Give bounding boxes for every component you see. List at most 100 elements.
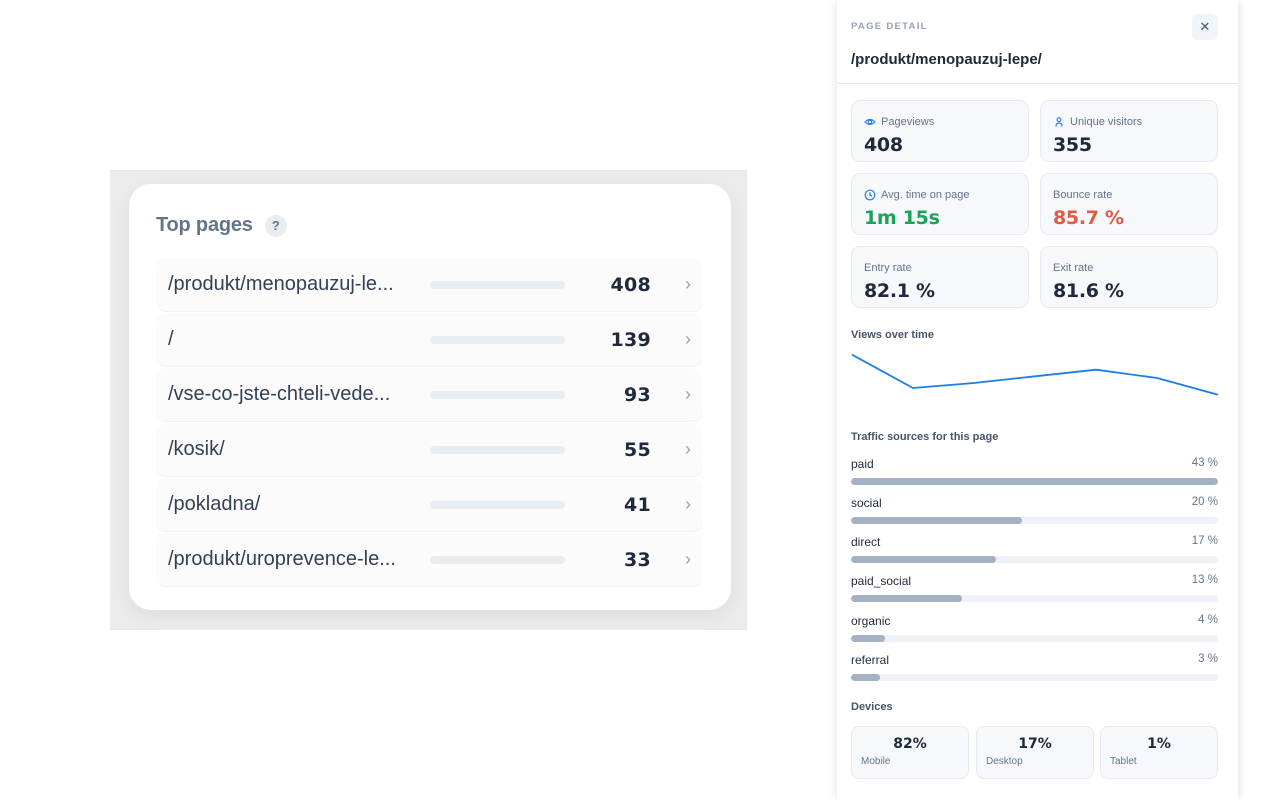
device-value: 17% xyxy=(1018,736,1052,752)
device-label: Desktop xyxy=(986,756,1023,767)
top-page-bar-track xyxy=(430,335,565,344)
source-percent: 20 % xyxy=(1191,496,1218,508)
source-bar-track xyxy=(851,556,1218,563)
stat-value: 82.1 % xyxy=(864,280,935,302)
source-name: paid xyxy=(851,457,874,471)
source-bar-track xyxy=(851,635,1218,642)
stat-label: Unique visitors xyxy=(1070,115,1143,128)
source-name: referral xyxy=(851,653,890,667)
source-bar-track xyxy=(851,595,1218,602)
stat-pageviews: Pageviews 408 xyxy=(851,100,1029,162)
device-card-mobile: 82% Mobile xyxy=(851,726,969,779)
top-page-bar-track xyxy=(430,280,565,289)
top-pages-title: Top pages xyxy=(156,214,253,236)
source-percent: 43 % xyxy=(1191,457,1218,469)
traffic-sources-label: Traffic sources for this page xyxy=(851,431,999,443)
top-pages-card: Top pages ? /produkt/menopauzuj-le... 40… xyxy=(129,184,731,610)
top-page-path: / xyxy=(168,328,174,350)
stat-value: 81.6 % xyxy=(1053,280,1124,302)
source-bar-track xyxy=(851,674,1218,681)
top-page-row[interactable]: /produkt/uroprevence-le... 33 › xyxy=(156,533,703,586)
source-bar xyxy=(851,674,881,681)
stat-value: 408 xyxy=(864,134,903,156)
stat-value: 1m 15s xyxy=(864,207,940,229)
source-name: organic xyxy=(851,614,891,628)
top-page-views: 139 xyxy=(610,328,651,351)
stat-avg-time: Avg. time on page 1m 15s xyxy=(851,173,1029,235)
views-over-time-chart xyxy=(851,353,1219,396)
source-name: paid_social xyxy=(851,574,912,588)
stat-entry-rate: Entry rate 82.1 % xyxy=(851,246,1029,308)
source-bar xyxy=(851,635,886,642)
source-name: direct xyxy=(851,535,881,549)
top-page-row[interactable]: /vse-co-jste-chteli-vede... 93 › xyxy=(156,368,703,421)
stat-label: Pageviews xyxy=(881,115,935,128)
top-page-views: 93 xyxy=(623,383,651,406)
top-pages-list: /produkt/menopauzuj-le... 408 › / 139 › … xyxy=(156,258,703,588)
top-page-views: 408 xyxy=(610,273,651,296)
stat-bounce-rate: Bounce rate 85.7 % xyxy=(1040,173,1218,235)
top-page-path: /produkt/uroprevence-le... xyxy=(168,548,396,570)
top-page-path: /produkt/menopauzuj-le... xyxy=(168,273,394,295)
stat-label: Avg. time on page xyxy=(881,188,970,201)
stat-label: Entry rate xyxy=(864,261,912,274)
source-row: referral 3 % xyxy=(851,653,1218,681)
source-bar xyxy=(851,556,997,563)
top-page-path: /kosik/ xyxy=(168,438,225,460)
stat-label: Bounce rate xyxy=(1053,188,1113,201)
top-page-bar-track xyxy=(430,500,565,509)
source-percent: 13 % xyxy=(1191,574,1218,586)
views-over-time-label: Views over time xyxy=(851,329,934,341)
top-page-views: 55 xyxy=(623,438,651,461)
top-page-views: 41 xyxy=(623,493,651,516)
source-bar xyxy=(851,478,1218,485)
top-page-path: /pokladna/ xyxy=(168,493,261,515)
stat-value: 355 xyxy=(1053,134,1092,156)
clock-icon xyxy=(864,189,876,200)
chevron-right-icon[interactable]: › xyxy=(685,439,691,459)
chevron-right-icon[interactable]: › xyxy=(685,384,691,404)
page-detail-panel: PAGE DETAIL ✕ /produkt/menopauzuj-lepe/ … xyxy=(837,0,1238,800)
source-bar xyxy=(851,517,1022,524)
source-row: paid_social 13 % xyxy=(851,574,1218,602)
source-percent: 3 % xyxy=(1198,653,1218,665)
panel-kicker: PAGE DETAIL xyxy=(851,21,928,32)
person-icon xyxy=(1055,116,1063,127)
panel-page-title: /produkt/menopauzuj-lepe/ xyxy=(851,51,1042,68)
eye-icon xyxy=(864,118,876,125)
chevron-right-icon[interactable]: › xyxy=(685,329,691,349)
source-bar xyxy=(851,595,962,602)
top-page-bar-track xyxy=(430,390,565,399)
device-label: Tablet xyxy=(1110,756,1137,767)
source-bar-track xyxy=(851,478,1218,485)
help-icon[interactable]: ? xyxy=(264,214,287,237)
device-value: 82% xyxy=(893,736,927,752)
views-line xyxy=(851,353,1219,396)
stat-label: Exit rate xyxy=(1053,261,1094,274)
source-bar-track xyxy=(851,517,1218,524)
device-label: Mobile xyxy=(861,756,891,767)
top-page-bar-track xyxy=(430,445,565,454)
top-page-path: /vse-co-jste-chteli-vede... xyxy=(168,383,391,405)
top-pages-stage: Top pages ? /produkt/menopauzuj-le... 40… xyxy=(110,170,747,630)
source-percent: 17 % xyxy=(1191,535,1218,547)
chevron-right-icon[interactable]: › xyxy=(685,549,691,569)
device-value: 1% xyxy=(1147,736,1171,752)
top-page-row[interactable]: / 139 › xyxy=(156,313,703,366)
stat-unique-visitors: Unique visitors 355 xyxy=(1040,100,1218,162)
close-icon[interactable]: ✕ xyxy=(1192,14,1218,40)
top-page-row[interactable]: /kosik/ 55 › xyxy=(156,423,703,476)
source-row: social 20 % xyxy=(851,496,1218,524)
source-row: paid 43 % xyxy=(851,457,1218,485)
top-page-bar-track xyxy=(430,555,565,564)
devices-label: Devices xyxy=(851,701,893,713)
chevron-right-icon[interactable]: › xyxy=(685,494,691,514)
source-row: direct 17 % xyxy=(851,535,1218,563)
source-name: social xyxy=(851,496,882,510)
source-row: organic 4 % xyxy=(851,614,1218,642)
chevron-right-icon[interactable]: › xyxy=(685,274,691,294)
device-card-tablet: 1% Tablet xyxy=(1100,726,1218,779)
top-page-row[interactable]: /produkt/menopauzuj-le... 408 › xyxy=(156,258,703,311)
device-card-desktop: 17% Desktop xyxy=(976,726,1094,779)
top-page-row[interactable]: /pokladna/ 41 › xyxy=(156,478,703,531)
